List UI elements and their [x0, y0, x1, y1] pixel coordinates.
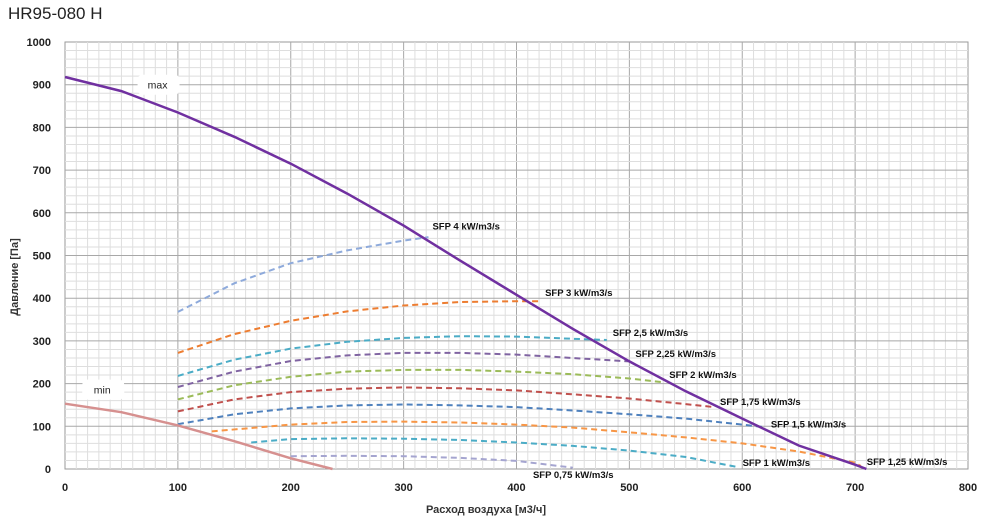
x-tick-label: 600 [733, 482, 751, 494]
sfp-label: SFP 1,75 kW/m3/s [720, 397, 801, 408]
x-tick-label: 800 [959, 482, 977, 494]
sfp-label: SFP 2,25 kW/m3/s [635, 349, 716, 360]
x-tick-label: 0 [62, 482, 68, 494]
fan-label-min: min [94, 385, 111, 397]
sfp-curve [177, 335, 607, 377]
y-tick-label: 1000 [27, 37, 51, 49]
y-tick-label: 200 [33, 379, 51, 391]
curve-labels: SFP 4 kW/m3/s SFP 3 kW/m3/s SFP 2,5 kW/m3/… [82, 74, 948, 481]
sfp-label: SFP 4 kW/m3/s [432, 221, 499, 232]
fan-curve-min [64, 402, 333, 471]
y-tick-label: 400 [33, 293, 51, 305]
y-axis-label: Давление [Па] [9, 238, 21, 316]
x-tick-label: 500 [620, 482, 638, 494]
x-tick-label: 700 [846, 482, 864, 494]
x-tick-label: 200 [282, 482, 300, 494]
y-tick-label: 600 [33, 208, 51, 220]
y-axis-ticks: 0 100 200 300 400 500 600 700 800 900 1000 [27, 37, 51, 476]
sfp-label: SFP 3 kW/m3/s [545, 288, 612, 299]
sfp-label: SFP 0,75 kW/m3/s [533, 470, 614, 481]
x-axis-ticks: 0 100 200 300 400 500 600 700 800 [62, 482, 977, 494]
fan-label-max: max [148, 80, 169, 92]
sfp-curve [290, 454, 574, 469]
sfp-curve [177, 403, 765, 429]
curve-label-bg [82, 379, 125, 400]
sfp-curve [177, 386, 715, 413]
curve-label-bg [137, 74, 180, 95]
y-tick-label: 700 [33, 165, 51, 177]
x-tick-label: 300 [394, 482, 412, 494]
chart-title: HR95-080 H [8, 4, 103, 23]
y-tick-label: 100 [33, 421, 51, 433]
x-tick-label: 400 [507, 482, 525, 494]
sfp-curves [177, 236, 862, 469]
sfp-label: SFP 1,5 kW/m3/s [771, 419, 846, 430]
y-tick-label: 800 [33, 122, 51, 134]
y-tick-label: 300 [33, 336, 51, 348]
x-tick-label: 100 [169, 482, 187, 494]
sfp-curve [211, 420, 862, 467]
sfp-curve [177, 300, 540, 354]
fan-curve-max [64, 75, 867, 471]
y-tick-label: 0 [45, 464, 51, 476]
sfp-label: SFP 2,5 kW/m3/s [613, 328, 688, 339]
sfp-curve [177, 236, 429, 313]
y-tick-label: 900 [33, 80, 51, 92]
x-axis-label: Расход воздуха [м3/ч] [426, 504, 546, 516]
y-tick-label: 500 [33, 251, 51, 263]
fan-curves [64, 75, 867, 471]
sfp-label: SFP 2 kW/m3/s [669, 370, 736, 381]
sfp-label: SFP 1,25 kW/m3/s [867, 457, 948, 468]
grid [64, 41, 969, 470]
sfp-label: SFP 1 kW/m3/s [743, 458, 810, 469]
